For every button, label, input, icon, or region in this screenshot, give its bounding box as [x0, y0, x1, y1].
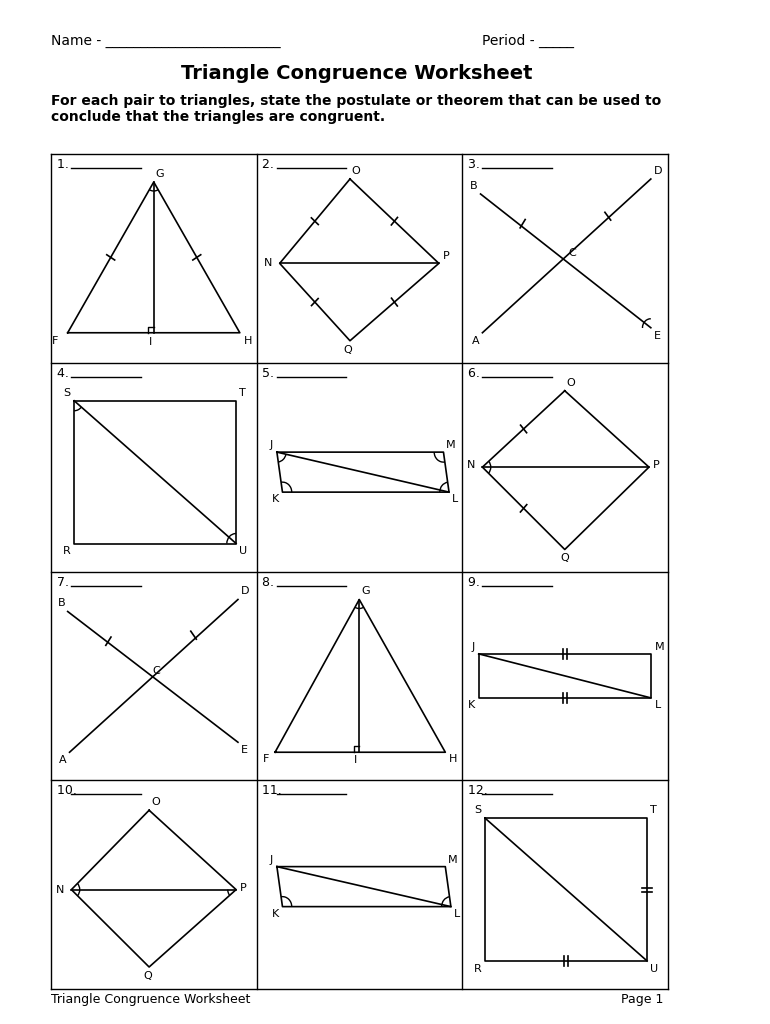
- Text: L: L: [454, 908, 460, 919]
- Text: U: U: [650, 964, 658, 974]
- Text: F: F: [52, 336, 59, 346]
- Text: Period - _____: Period - _____: [482, 34, 574, 48]
- Text: O: O: [151, 798, 159, 807]
- Text: L: L: [654, 699, 661, 710]
- Text: J: J: [472, 642, 475, 652]
- Text: O: O: [352, 166, 360, 176]
- Text: 3.: 3.: [467, 158, 484, 171]
- Text: P: P: [239, 883, 246, 893]
- Text: M: M: [654, 642, 665, 652]
- Text: O: O: [567, 378, 575, 388]
- Text: P: P: [653, 460, 659, 470]
- Text: Triangle Congruence Worksheet: Triangle Congruence Worksheet: [181, 63, 533, 83]
- Text: 4.: 4.: [56, 367, 72, 380]
- Text: T: T: [650, 805, 657, 815]
- Text: 8.: 8.: [262, 575, 278, 589]
- Text: H: H: [243, 336, 252, 346]
- Text: R: R: [62, 547, 71, 556]
- Text: E: E: [654, 331, 661, 341]
- Text: 6.: 6.: [467, 367, 484, 380]
- Text: Page 1: Page 1: [621, 993, 663, 1006]
- Text: 5.: 5.: [262, 367, 278, 380]
- Text: Triangle Congruence Worksheet: Triangle Congruence Worksheet: [51, 993, 250, 1006]
- Text: N: N: [264, 258, 273, 268]
- Text: K: K: [467, 699, 475, 710]
- Text: C: C: [568, 249, 576, 258]
- Text: I: I: [149, 337, 152, 347]
- Text: M: M: [448, 855, 457, 864]
- Text: A: A: [472, 336, 480, 346]
- Text: K: K: [272, 908, 279, 919]
- Text: 10.: 10.: [56, 784, 80, 798]
- Text: N: N: [467, 460, 475, 470]
- Text: R: R: [474, 964, 481, 974]
- Text: For each pair to triangles, state the postulate or theorem that can be used to
c: For each pair to triangles, state the po…: [51, 94, 661, 124]
- Text: L: L: [452, 495, 458, 504]
- Text: Q: Q: [561, 554, 569, 563]
- Text: M: M: [447, 440, 456, 451]
- Text: T: T: [239, 388, 246, 397]
- Text: Name - _________________________: Name - _________________________: [51, 34, 280, 48]
- Text: G: G: [361, 587, 370, 597]
- Text: J: J: [270, 855, 273, 864]
- Text: F: F: [263, 755, 270, 764]
- Text: D: D: [654, 166, 662, 176]
- Text: J: J: [270, 440, 273, 451]
- Text: B: B: [470, 181, 477, 191]
- Text: K: K: [272, 495, 279, 504]
- Text: B: B: [59, 598, 65, 608]
- Text: 7.: 7.: [56, 575, 72, 589]
- Text: Q: Q: [343, 345, 353, 354]
- Text: A: A: [59, 756, 67, 765]
- Text: S: S: [474, 805, 481, 815]
- Text: 12.: 12.: [467, 784, 491, 798]
- Text: E: E: [241, 745, 248, 756]
- Text: Q: Q: [143, 971, 152, 981]
- Text: H: H: [449, 755, 457, 764]
- Text: 9.: 9.: [467, 575, 484, 589]
- Text: I: I: [354, 756, 357, 765]
- Text: 1.: 1.: [56, 158, 72, 171]
- Text: 2.: 2.: [262, 158, 278, 171]
- Text: D: D: [241, 587, 249, 597]
- Text: N: N: [55, 885, 64, 895]
- Text: U: U: [239, 547, 247, 556]
- Text: 11.: 11.: [262, 784, 286, 798]
- Text: C: C: [152, 666, 161, 676]
- Text: S: S: [63, 388, 71, 397]
- Text: G: G: [156, 169, 164, 179]
- Text: P: P: [443, 251, 449, 261]
